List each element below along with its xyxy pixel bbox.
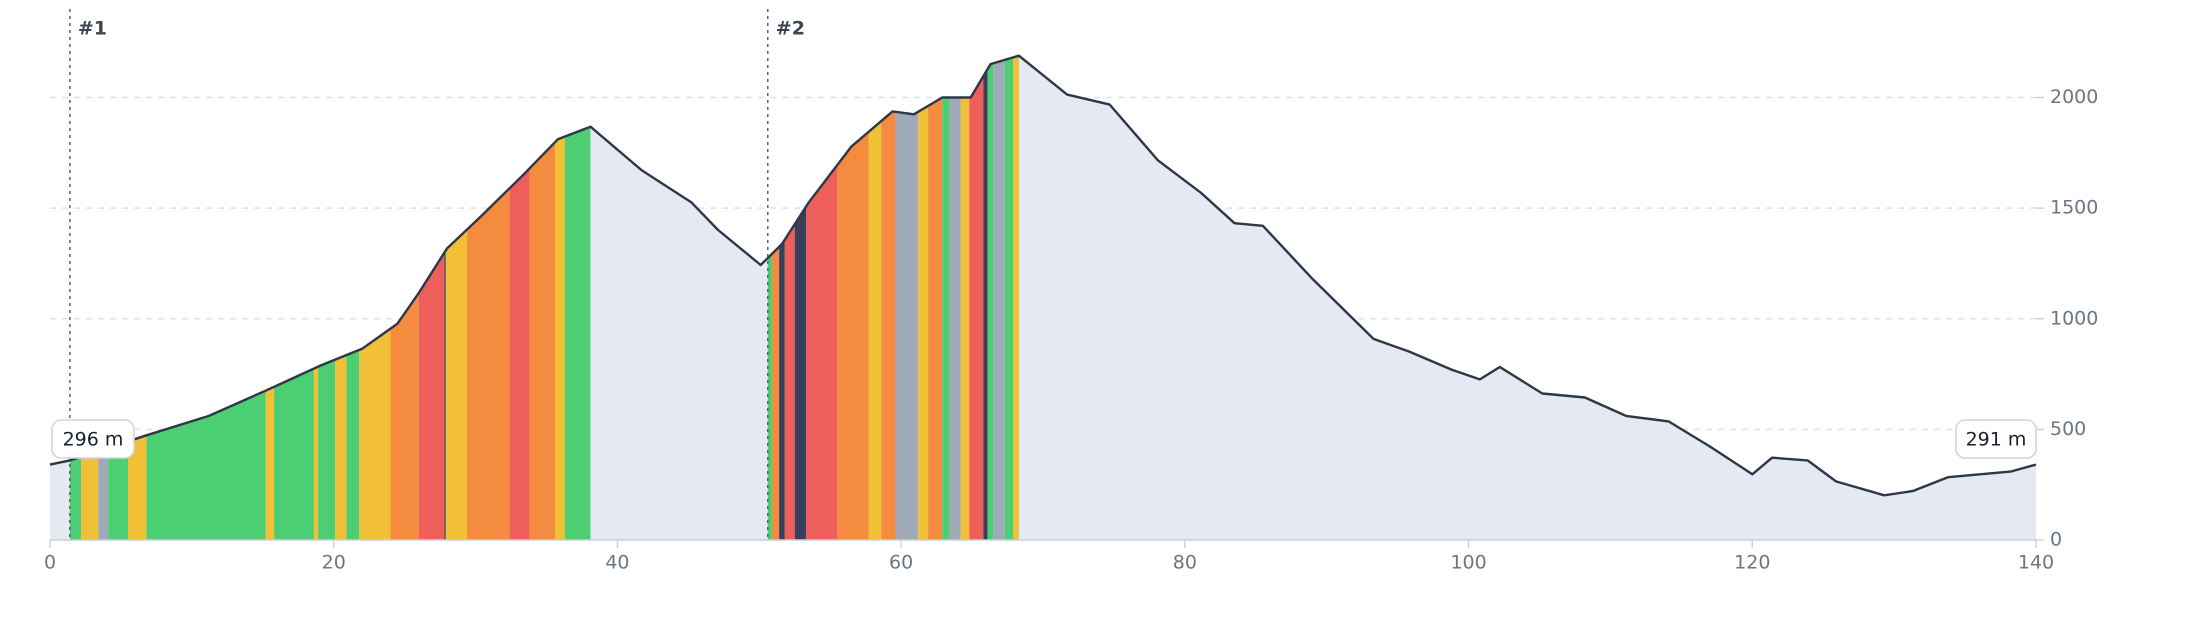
climb-marker-label: #1 <box>78 18 107 40</box>
elevation-line <box>49 54 2037 497</box>
gradient-stripe <box>318 55 336 540</box>
x-tick-label: 20 <box>322 552 346 574</box>
gradient-stripe <box>987 55 994 540</box>
gradient-stripe <box>564 55 591 540</box>
gradient-stripe <box>784 55 795 540</box>
gradient-stripe <box>335 55 347 540</box>
gradient-stripe <box>1004 55 1014 540</box>
gradient-stripe <box>555 55 565 540</box>
gradient-stripe <box>313 55 319 540</box>
gradient-stripe <box>983 55 988 540</box>
gradient-stripe <box>444 55 446 540</box>
gradient-stripe <box>942 55 950 540</box>
gradient-stripe <box>390 55 419 540</box>
x-tick-label: 80 <box>1173 552 1197 574</box>
gradient-stripe <box>767 55 773 540</box>
gradient-stripe <box>960 55 970 540</box>
x-tick-label: 60 <box>889 552 913 574</box>
gradient-stripe <box>779 55 785 540</box>
climb-marker-label: #2 <box>776 18 805 40</box>
gradient-stripe <box>868 55 882 540</box>
gradient-stripes <box>69 55 1019 540</box>
y-tick-label: 0 <box>2050 529 2062 551</box>
gradient-stripe <box>445 55 468 540</box>
gradient-stripe <box>346 55 360 540</box>
gradient-stripe <box>794 55 807 540</box>
y-tick-label: 500 <box>2050 418 2086 440</box>
gradient-stripe <box>837 55 869 540</box>
gradient-stripe <box>509 55 530 540</box>
gradient-stripe <box>895 55 919 540</box>
gradient-stripe <box>949 55 961 540</box>
gradient-stripe <box>928 55 943 540</box>
gradient-stripe <box>146 55 266 540</box>
gradient-stripe <box>265 55 275 540</box>
x-tick-label: 100 <box>1450 552 1486 574</box>
x-tick-label: 0 <box>44 552 56 574</box>
elevation-label: 296 m <box>63 429 124 451</box>
gradient-stripe <box>806 55 838 540</box>
gradient-stripe <box>467 55 510 540</box>
y-tick-label: 2000 <box>2050 86 2098 108</box>
gradient-stripe <box>969 55 984 540</box>
gradient-stripe <box>918 55 929 540</box>
elevation-label-box <box>51 419 135 459</box>
y-tick-label: 1500 <box>2050 197 2098 219</box>
elevation-label: 291 m <box>1966 429 2027 451</box>
gradient-stripe <box>1013 55 1019 540</box>
gradient-stripe <box>81 55 99 540</box>
elevation-label-box <box>1955 419 2037 459</box>
gradient-stripe <box>881 55 896 540</box>
gradient-stripe <box>274 55 314 540</box>
gradient-stripe <box>993 55 1005 540</box>
gradient-stripe <box>108 55 129 540</box>
gradient-stripe <box>98 55 109 540</box>
y-tick-label: 1000 <box>2050 307 2098 329</box>
x-tick-label: 120 <box>1734 552 1770 574</box>
x-tick-label: 40 <box>605 552 629 574</box>
gradient-stripe <box>128 55 147 540</box>
gradient-stripe <box>772 55 780 540</box>
gradient-stripe <box>529 55 556 540</box>
gradient-stripe <box>359 55 391 540</box>
x-tick-label: 140 <box>2018 552 2054 574</box>
